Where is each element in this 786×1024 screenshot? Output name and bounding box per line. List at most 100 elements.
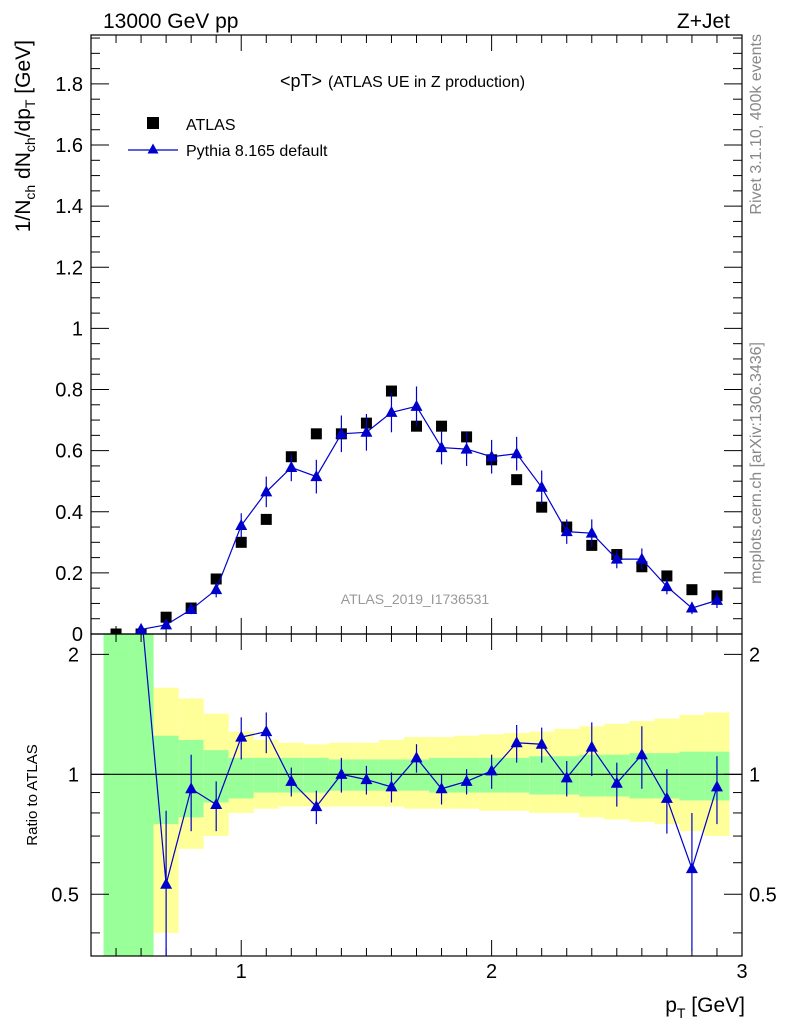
pythia-point [485, 450, 498, 462]
ratio-point [310, 800, 323, 812]
pythia-point [310, 470, 323, 482]
main-y-tick-label: 0.6 [55, 441, 83, 463]
pythia-point [285, 460, 298, 472]
atlas-point [385, 385, 397, 397]
main-y-tick-label: 0 [72, 624, 83, 646]
main-title: <pT> [280, 71, 322, 91]
atlas-point [661, 570, 673, 582]
header-right: Z+Jet [677, 10, 730, 33]
header-left: 13000 GeV pp [103, 10, 238, 33]
main-y-tick-label: 1.8 [55, 74, 83, 96]
ratio-point [335, 767, 348, 779]
ratio-ylabel: Ratio to ATLAS [24, 744, 41, 845]
main-y-tick-label: 1.2 [55, 257, 83, 279]
pythia-point [135, 622, 148, 634]
ratio-y-tick-label-right: 2 [749, 644, 760, 666]
chart-marks: 1 2 3 0 0.2 0.4 0.6 0.8 1 1.2 1.4 1.6 1.8 0.5 0.5 1 1 2 2 [51, 34, 777, 983]
main-y-tick-label: 0.8 [55, 380, 83, 402]
ratio-y-tick-label-left: 2 [68, 644, 79, 666]
ratio-point [460, 774, 473, 786]
pythia-point [510, 447, 523, 459]
ratio-data-group [142, 634, 723, 956]
ratio-y-tick-label-left: 1 [68, 764, 79, 786]
mcplots-label: mcplots.cern.ch [arXiv:1306.3436] [748, 342, 765, 584]
ratio-point [660, 791, 673, 803]
legend-label-pythia: Pythia 8.165 default [186, 143, 328, 160]
ratio-y-tick-label-right: 0.5 [749, 884, 777, 906]
main-y-tick-label: 1.4 [55, 196, 83, 218]
atlas-point [310, 428, 322, 440]
ratio-band-stat [529, 756, 555, 795]
ratio-point [560, 771, 573, 783]
legend-marker-atlas [147, 117, 159, 129]
main-y-tick-label: 0.2 [55, 563, 83, 585]
pythia-point [710, 593, 723, 605]
pythia-point [185, 603, 198, 615]
ratio-band-stat [128, 634, 154, 956]
ratio-band-stat [228, 757, 254, 799]
rivet-label: Rivet 3.1.10, 400k events [748, 34, 765, 215]
pythia-point [360, 425, 373, 437]
ratio-band-stat [303, 757, 329, 793]
x-axis-label: pT [GeV] [665, 994, 745, 1021]
ratio-point [635, 748, 648, 760]
legend: ATLAS Pythia 8.165 default [128, 117, 328, 160]
legend-label-atlas: ATLAS [186, 117, 236, 134]
pythia-point [685, 601, 698, 613]
legend-marker-pythia [147, 143, 159, 154]
ratio-band-stat [153, 735, 179, 825]
pythia-point [335, 427, 348, 439]
ratio-point [185, 782, 198, 794]
pythia-point [435, 441, 448, 453]
pythia-point [610, 552, 623, 564]
pythia-point [460, 442, 473, 454]
ratio-y-tick-label-right: 1 [749, 764, 760, 786]
main-y-tick-label: 1.6 [55, 135, 83, 157]
main-y-tick-label: 0.4 [55, 502, 83, 524]
ratio-point [210, 798, 223, 810]
atlas-point [210, 573, 222, 585]
ratio-point [685, 862, 698, 874]
ratio-band-stat [253, 757, 279, 793]
ratio-point [285, 774, 298, 786]
atlas-point [436, 420, 448, 432]
main-ylabel: 1/Nch dNch/dpT [GeV] [12, 40, 38, 232]
atlas-point [160, 611, 172, 623]
ratio-point [510, 736, 523, 748]
ratio-bands [103, 634, 730, 956]
pythia-point [410, 399, 423, 411]
main-y-tick-label: 1 [72, 318, 83, 340]
ratio-point [360, 773, 373, 785]
ratio-point [610, 776, 623, 788]
pythia-point [210, 583, 223, 595]
ratio-point [710, 780, 723, 792]
x-tick-label: 2 [486, 961, 497, 983]
analysis-watermark: ATLAS_2019_I1736531 [341, 591, 490, 607]
pythia-line [140, 405, 718, 631]
atlas-point [686, 584, 698, 596]
pythia-point [160, 618, 173, 630]
ratio-band-stat [504, 757, 530, 793]
pythia-point [660, 580, 673, 592]
pythia-point [235, 519, 248, 531]
pythia-point [635, 552, 648, 564]
ratio-point [585, 740, 598, 752]
pythia-point [585, 526, 598, 538]
ratio-point [410, 751, 423, 763]
pythia-point [385, 405, 398, 417]
ratio-band-stat [679, 751, 705, 801]
ratio-point [260, 725, 273, 737]
x-tick-label: 3 [736, 961, 747, 983]
ratio-point [385, 780, 398, 792]
atlas-point [260, 513, 272, 525]
atlas-point [536, 501, 548, 513]
ratio-band-stat [103, 634, 129, 956]
atlas-point [235, 536, 247, 548]
pythia-point [560, 525, 573, 537]
pythia-point [260, 485, 273, 497]
ratio-point [485, 764, 498, 776]
main-data-group [110, 385, 723, 634]
watermark-group: ATLAS_2019_I1736531 [341, 591, 490, 607]
x-tick-label: 1 [236, 961, 247, 983]
